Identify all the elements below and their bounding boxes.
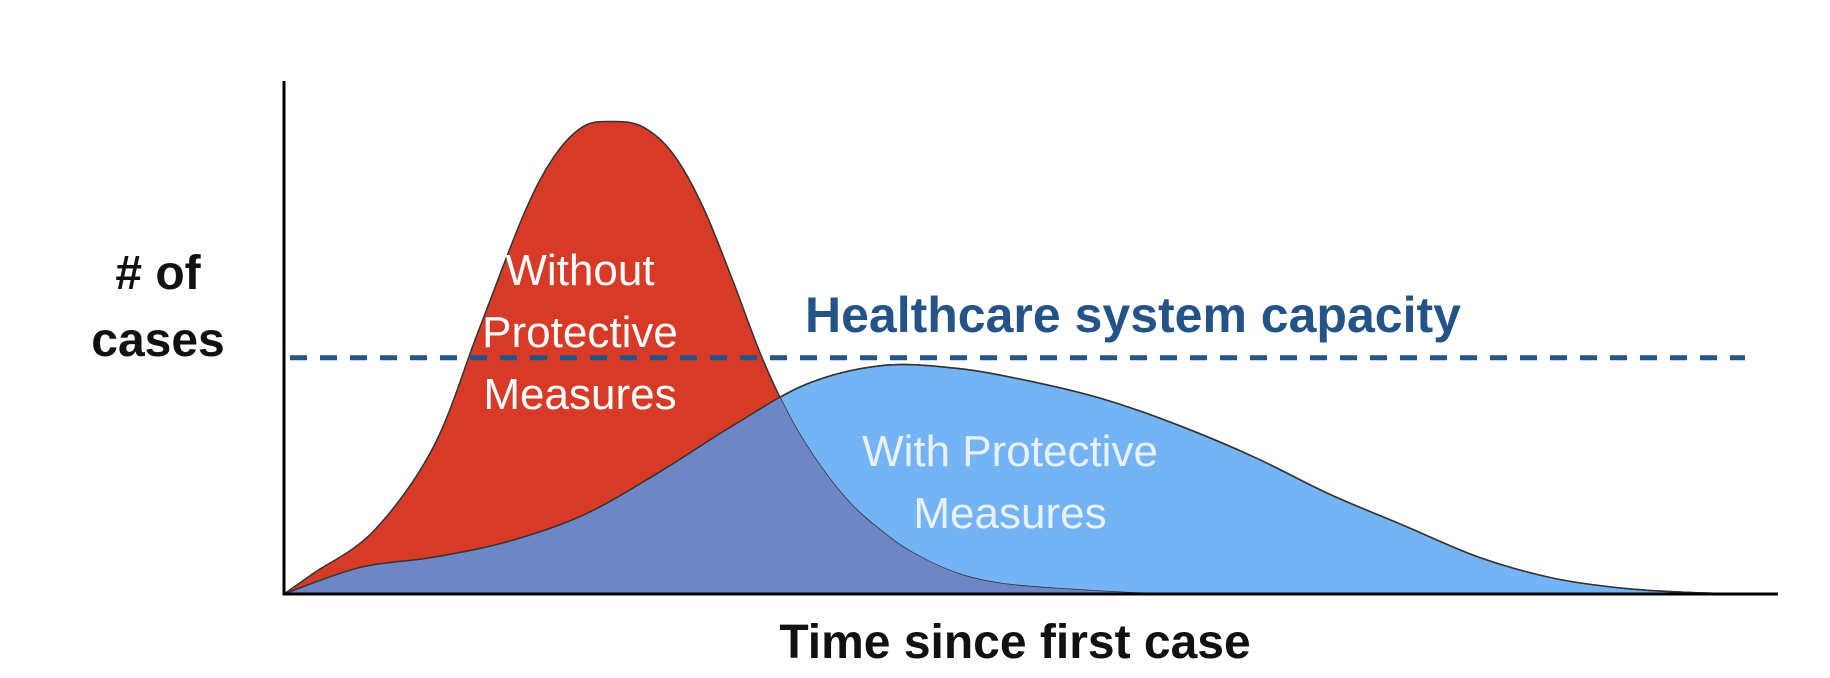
red-label-line-2: Measures xyxy=(483,370,676,419)
without-protective-measures-label: Without Protective Measures xyxy=(482,246,678,419)
blue-label-line-1: Measures xyxy=(913,489,1106,538)
x-axis-title: Time since first case xyxy=(779,616,1250,669)
red-label-line-1: Protective xyxy=(482,308,678,357)
ylabel-text-line-0: # of xyxy=(115,247,201,300)
with-protective-measures-label: With Protective Measures xyxy=(862,427,1158,538)
blue-label-line-0: With Protective xyxy=(862,427,1158,476)
ylabel-text-line-1: cases xyxy=(91,314,224,367)
capacity-label: Healthcare system capacity xyxy=(805,287,1461,343)
red-label-line-0: Without xyxy=(505,246,654,295)
y-axis-title: # of cases xyxy=(91,247,224,367)
with-protective-measures-outline xyxy=(283,363,1779,595)
